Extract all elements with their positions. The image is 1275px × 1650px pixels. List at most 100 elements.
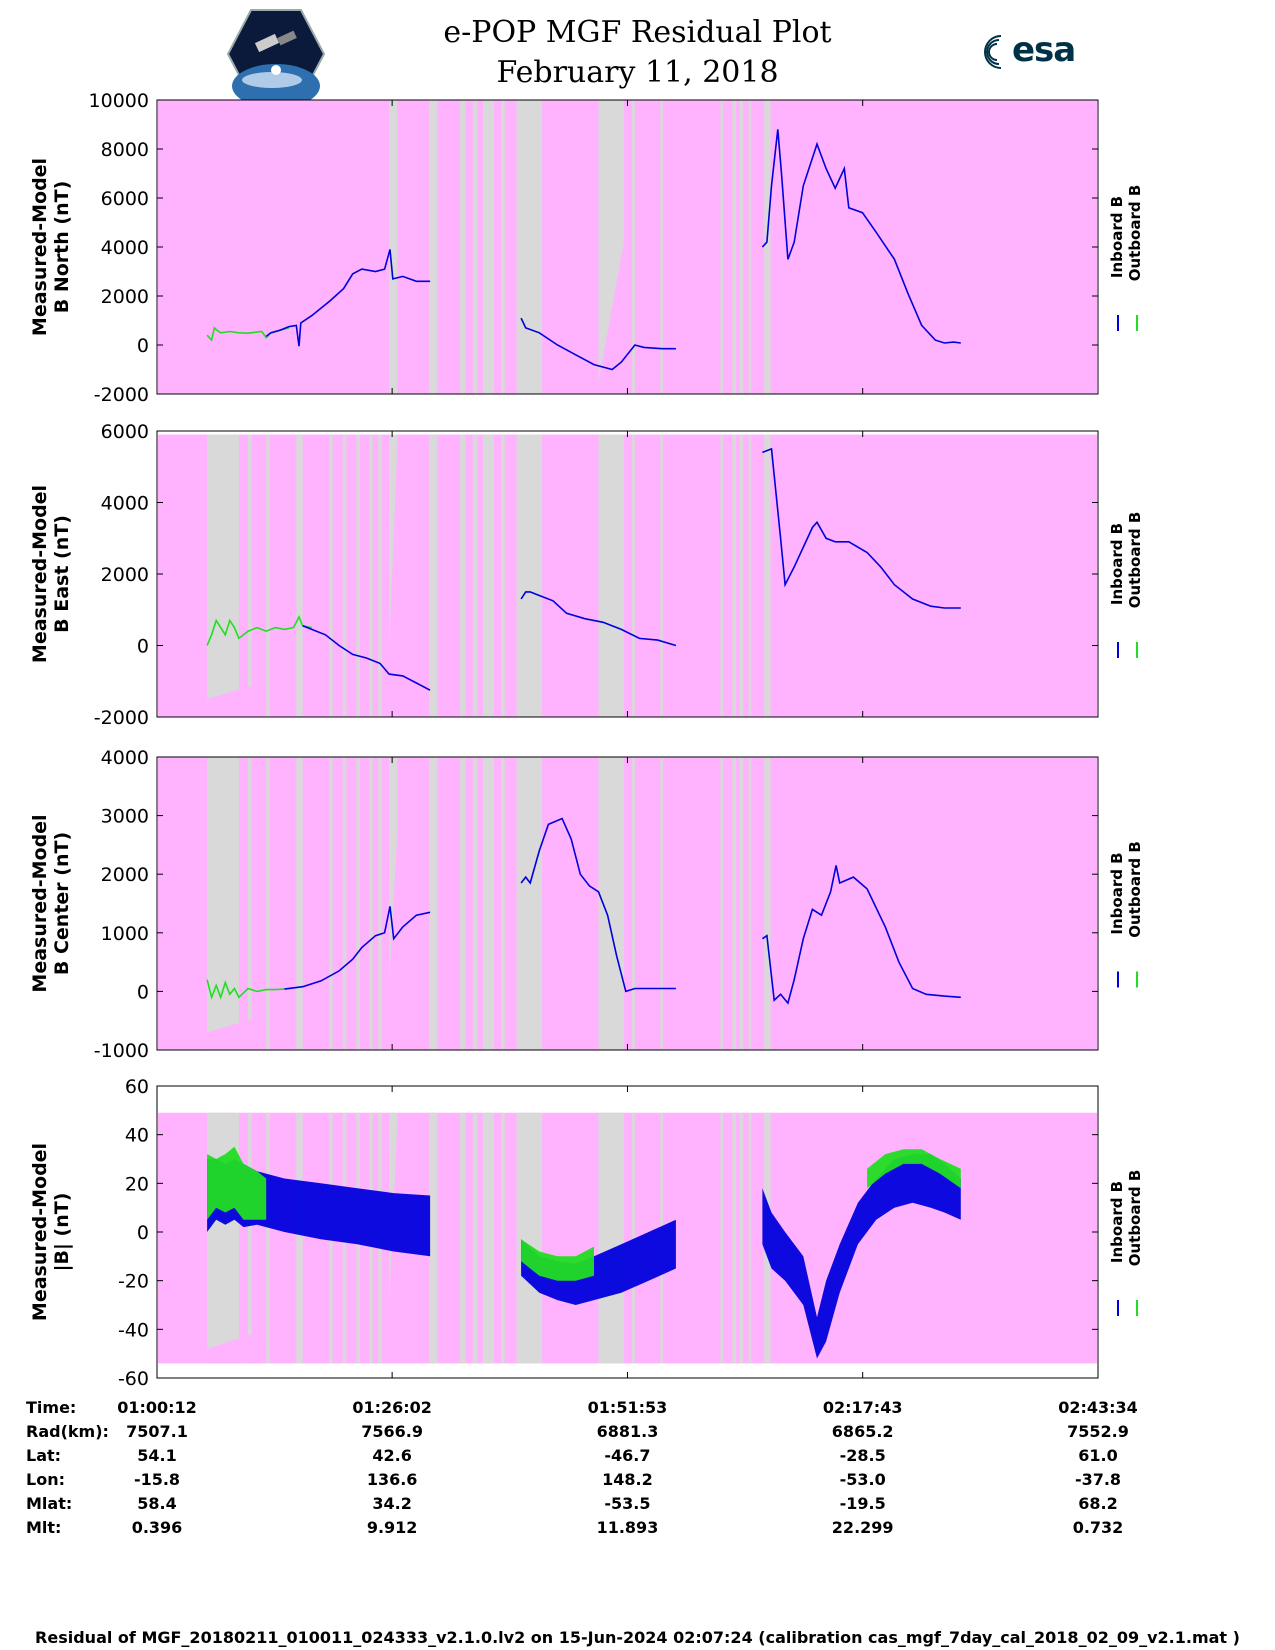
legend-inboard-label: Inboard B	[1108, 1181, 1126, 1263]
data-gap	[739, 100, 744, 394]
inboard-series-line	[762, 447, 961, 609]
y-tick-label: -2000	[94, 707, 149, 729]
y-tick-label: 4000	[101, 493, 149, 515]
y-axis-label-line2: |B| (nT)	[51, 1193, 73, 1272]
panel-4: -60 -40 -20 0 20 40 60 Measured-Model|B| (nT) In…	[29, 1076, 1144, 1390]
panel-2: -2000 0 2000 4000 6000 Measured-ModelB East (…	[29, 421, 1144, 729]
legend-inboard-label: Inboard B	[1108, 523, 1126, 605]
data-gap	[516, 100, 543, 394]
data-gap	[369, 757, 373, 1050]
data-gap	[472, 757, 478, 1050]
y-tick-label: -1000	[94, 1040, 149, 1062]
ephemeris-value: -28.5	[839, 1446, 886, 1465]
data-gap	[501, 434, 505, 717]
legend-outboard-label: Outboard B	[1126, 841, 1144, 938]
data-gap	[660, 100, 664, 394]
plot-title: e-POP MGF Residual Plot	[443, 15, 832, 50]
data-gap	[356, 434, 361, 717]
data-gap	[378, 757, 382, 1050]
data-gap	[460, 1112, 466, 1364]
data-gap	[748, 100, 752, 394]
data-gap	[720, 100, 724, 394]
ephemeris-value: 6865.2	[831, 1422, 894, 1441]
data-gap	[748, 434, 752, 717]
data-gap	[460, 100, 466, 394]
esa-logo-mark	[984, 35, 1002, 69]
ephemeris-row-label: Lat:	[26, 1446, 62, 1465]
data-gap	[472, 434, 478, 717]
y-axis-label-line2: B North (nT)	[51, 181, 73, 314]
data-gap	[248, 1112, 252, 1364]
y-tick-label: 0	[137, 1222, 149, 1244]
y-tick-label: 1000	[101, 923, 149, 945]
data-gap	[764, 757, 771, 1050]
y-tick-label: 40	[125, 1125, 149, 1147]
ephemeris-value: 61.0	[1078, 1446, 1118, 1465]
data-gap	[598, 1112, 624, 1364]
y-tick-label: -60	[118, 1368, 149, 1390]
data-gap	[389, 100, 398, 394]
y-axis-label-line1: Measured-Model	[29, 814, 51, 992]
coverage-band	[158, 757, 1097, 1050]
ephemeris-value: 01:26:02	[352, 1398, 432, 1417]
panel-plot-area	[206, 757, 961, 1050]
plot-date: February 11, 2018	[496, 55, 779, 90]
legend-outboard-label: Outboard B	[1126, 185, 1144, 282]
y-axis-label-line1: Measured-Model	[29, 158, 51, 336]
y-tick-label: 2000	[101, 864, 149, 886]
y-axis-label-line1: Measured-Model	[29, 485, 51, 663]
ephemeris-value: 136.6	[366, 1470, 418, 1489]
ephemeris-value: -37.8	[1074, 1470, 1122, 1489]
data-gap	[598, 434, 624, 717]
inboard-series-line	[761, 865, 961, 1005]
ephemeris-row-label: Lon:	[26, 1470, 65, 1489]
coverage-band	[158, 100, 1097, 394]
outboard-series-band	[207, 1146, 267, 1220]
y-tick-label: 20	[125, 1173, 149, 1195]
ephemeris-value: 42.6	[372, 1446, 412, 1465]
data-gap	[356, 757, 361, 1050]
panel-plot-area	[206, 100, 961, 394]
y-tick-label: 2000	[101, 564, 149, 586]
outboard-series-band	[867, 1149, 961, 1189]
data-gap	[482, 100, 494, 394]
ephemeris-value: 11.893	[596, 1518, 659, 1537]
data-gap	[739, 757, 744, 1050]
data-gap	[429, 100, 438, 394]
data-gap	[720, 757, 724, 1050]
data-gap	[501, 757, 505, 1050]
data-gap	[482, 757, 494, 1050]
y-tick-label: 4000	[101, 747, 149, 769]
data-gap	[369, 434, 373, 717]
y-tick-label: -2000	[94, 384, 149, 406]
inboard-series-band	[762, 1154, 961, 1359]
data-gap	[429, 1112, 438, 1364]
data-gap	[482, 1112, 494, 1364]
legend-inboard-label: Inboard B	[1108, 196, 1126, 278]
data-gap	[296, 1112, 303, 1364]
data-gap	[296, 434, 303, 717]
legend-outboard-label: Outboard B	[1126, 512, 1144, 609]
coverage-band	[158, 434, 1097, 717]
data-gap	[472, 100, 478, 394]
data-gap	[248, 757, 252, 1050]
data-gap	[429, 757, 438, 1050]
ephemeris-value: 148.2	[602, 1470, 653, 1489]
data-gap	[660, 757, 664, 1050]
ephemeris-value: 0.732	[1072, 1518, 1124, 1537]
y-tick-label: 10000	[89, 90, 149, 112]
data-gap	[732, 757, 736, 1050]
outboard-series-line	[206, 979, 285, 1000]
data-gap	[632, 757, 635, 1050]
y-axis-label-line1: Measured-Model	[29, 1143, 51, 1321]
data-gap	[739, 1112, 744, 1364]
panel-3: -1000 0 1000 2000 3000 4000 Measured-ModelB Ce…	[29, 747, 1144, 1062]
y-tick-label: 8000	[101, 139, 149, 161]
data-gap	[732, 1112, 736, 1364]
ephemeris-row-label: Rad(km):	[26, 1422, 109, 1441]
coverage-band	[158, 1112, 1097, 1364]
y-tick-label: 0	[137, 636, 149, 658]
ephemeris-value: 22.299	[831, 1518, 894, 1537]
ephemeris-value: 7552.9	[1067, 1422, 1129, 1441]
